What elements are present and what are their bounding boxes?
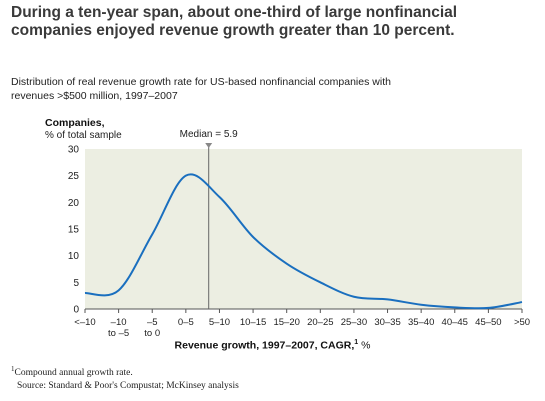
x-tick-label: >50 [514,317,530,328]
x-tick-label: 25–30 [341,317,367,328]
footnote: 1Compound annual growth rate. [11,365,133,378]
x-tick-label: 15–20 [273,317,299,328]
footnote-marker: 1 [11,365,15,373]
plot-area [85,149,522,309]
source-note: Source: Standard & Poor's Compustat; McK… [17,381,239,391]
y-tick-label: 30 [68,145,80,156]
x-tick-label: 5–10 [209,317,230,328]
chart-subtitle: Distribution of real revenue growth rate… [11,76,391,102]
y-tick-label: 10 [68,251,80,262]
median-label: Median = 5.9 [180,129,239,140]
x-tick-label: 10–15 [240,317,266,328]
x-tick-label: –10 to –5 [108,317,129,339]
x-axis-label-text: Revenue growth, 1997–2007, CAGR, [174,339,355,352]
distribution-line [84,173,523,310]
y-tick-label: 20 [68,198,80,209]
x-axis-label: Revenue growth, 1997–2007, CAGR,1 % [0,339,545,352]
x-tick-label: 20–25 [307,317,333,328]
x-axis-label-unit: % [361,339,371,352]
y-tick-label: 15 [68,225,80,236]
x-tick-label: 0–5 [178,317,194,328]
x-tick-label: <–10 [74,317,95,328]
x-tick-label: 35–40 [408,317,434,328]
y-tick-label: 0 [73,305,79,316]
y-axis-label: Companies, [45,117,105,129]
x-tick-label: 30–35 [374,317,400,328]
x-tick-label: –5 to 0 [144,317,160,339]
footnote-text: Compound annual growth rate. [14,368,133,379]
x-axis-label-footnote-marker: 1 [354,339,359,346]
y-axis-unit-label: % of total sample [45,130,122,141]
y-tick-label: 25 [68,171,80,182]
median-marker-icon [205,143,213,148]
x-tick-label: 45–50 [475,317,501,328]
y-tick-label: 5 [73,278,79,289]
page-title: During a ten-year span, about one-third … [11,4,458,39]
x-tick-label: 40–45 [442,317,468,328]
